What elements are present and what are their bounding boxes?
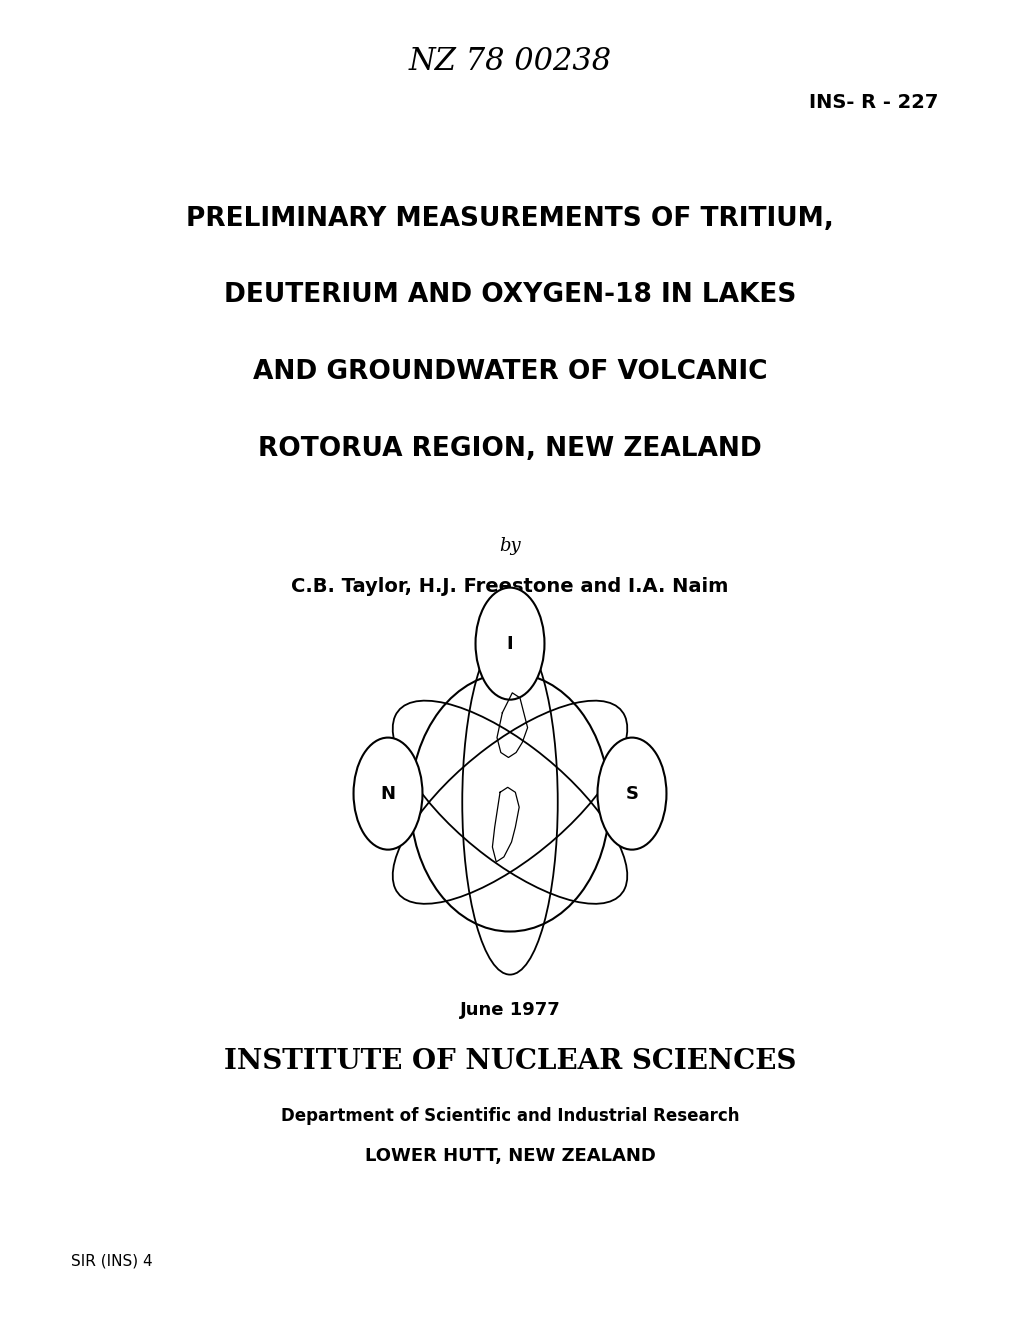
Text: ROTORUA REGION, NEW ZEALAND: ROTORUA REGION, NEW ZEALAND bbox=[258, 436, 761, 463]
Ellipse shape bbox=[354, 737, 422, 850]
Text: N: N bbox=[380, 785, 395, 802]
Ellipse shape bbox=[475, 587, 544, 700]
Text: AND GROUNDWATER OF VOLCANIC: AND GROUNDWATER OF VOLCANIC bbox=[253, 359, 766, 386]
Text: LOWER HUTT, NEW ZEALAND: LOWER HUTT, NEW ZEALAND bbox=[364, 1147, 655, 1166]
Text: INSTITUTE OF NUCLEAR SCIENCES: INSTITUTE OF NUCLEAR SCIENCES bbox=[223, 1048, 796, 1074]
Text: S: S bbox=[625, 785, 638, 802]
Text: C.B. Taylor, H.J. Freestone and I.A. Naim: C.B. Taylor, H.J. Freestone and I.A. Nai… bbox=[291, 577, 728, 595]
Text: PRELIMINARY MEASUREMENTS OF TRITIUM,: PRELIMINARY MEASUREMENTS OF TRITIUM, bbox=[185, 206, 834, 232]
Text: by: by bbox=[498, 537, 521, 556]
Text: June 1977: June 1977 bbox=[460, 1001, 559, 1020]
Text: NZ 78 00238: NZ 78 00238 bbox=[408, 46, 611, 77]
Text: DEUTERIUM AND OXYGEN-18 IN LAKES: DEUTERIUM AND OXYGEN-18 IN LAKES bbox=[223, 282, 796, 309]
Text: INS- R - 227: INS- R - 227 bbox=[808, 93, 937, 111]
Text: Department of Scientific and Industrial Research: Department of Scientific and Industrial … bbox=[280, 1107, 739, 1126]
Ellipse shape bbox=[597, 737, 665, 850]
Text: SIR (INS) 4: SIR (INS) 4 bbox=[71, 1253, 153, 1268]
Text: I: I bbox=[506, 635, 513, 652]
